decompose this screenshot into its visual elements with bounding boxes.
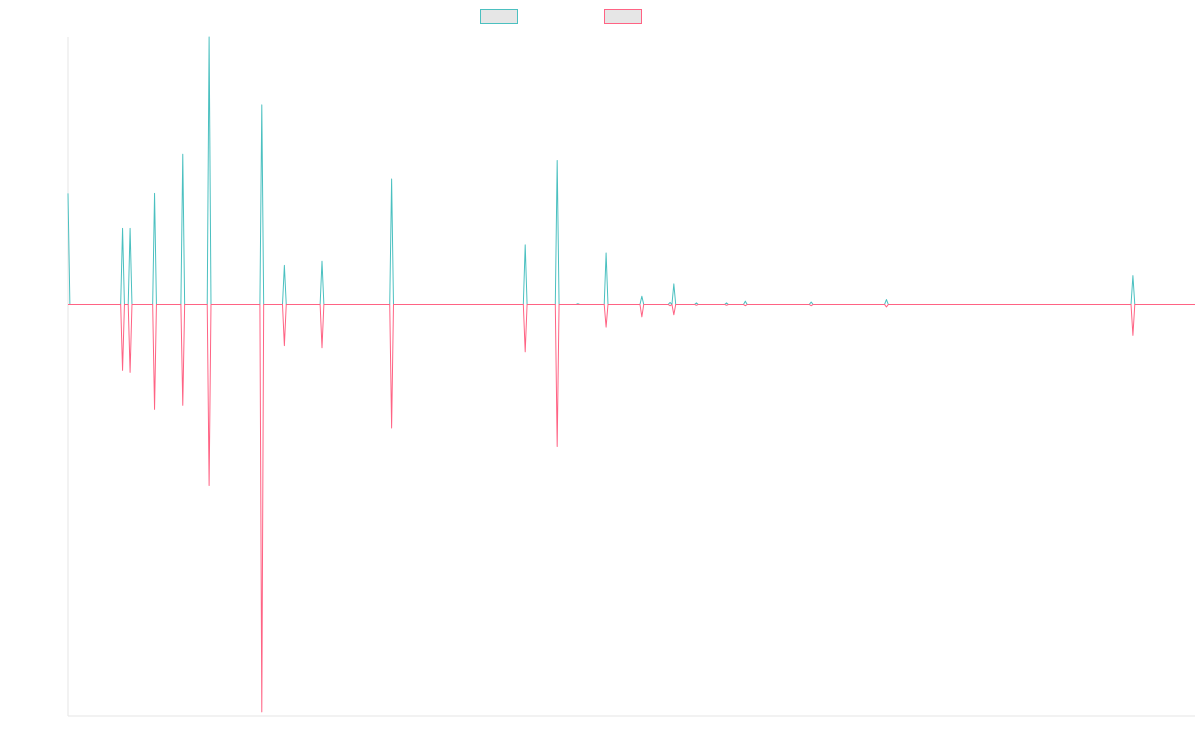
series-line-1 [67,36,1195,305]
series-line-2 [68,303,1195,713]
legend-swatch-pink [604,9,642,24]
legend-swatch-teal [480,9,518,24]
legend [0,9,1200,27]
legend-item-series-2[interactable] [604,9,642,24]
legend-item-series-1[interactable] [480,9,518,24]
